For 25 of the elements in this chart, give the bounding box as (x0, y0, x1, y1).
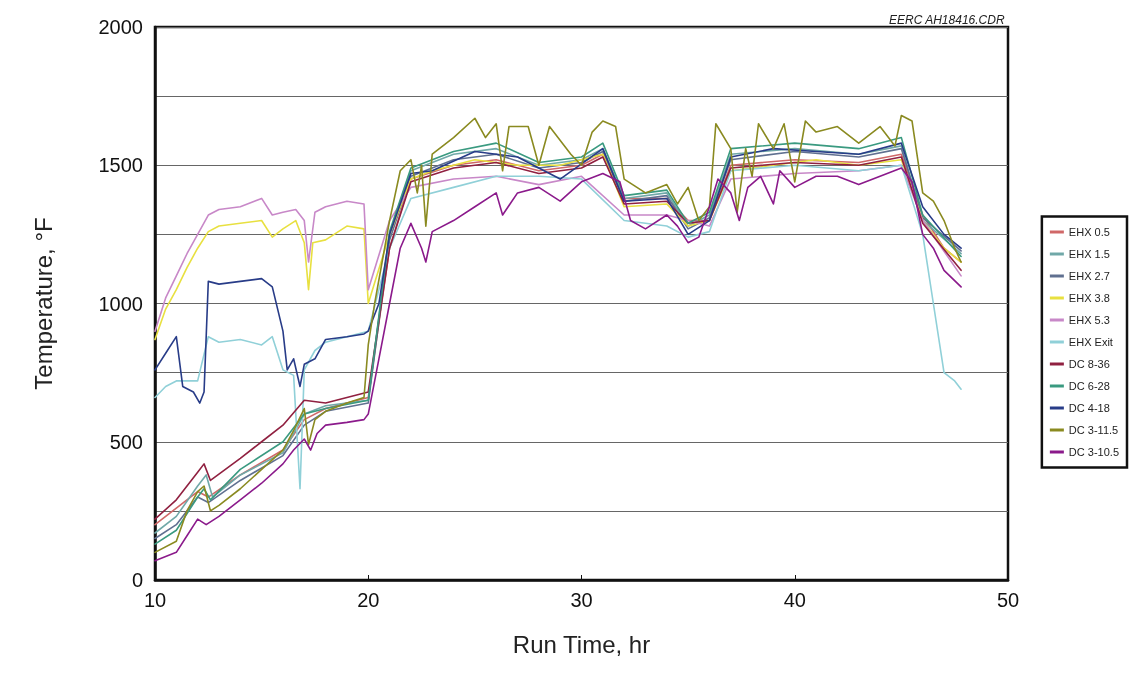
legend-label: EHX 0.5 (1068, 226, 1110, 238)
y-tick-label: 0 (131, 569, 143, 591)
y-tick-label: 1500 (98, 154, 143, 177)
legend-label: EHX 5.3 (1068, 314, 1110, 326)
text: EERC AH18416.CDR (888, 13, 1005, 27)
legend-label: DC 8-36 (1068, 358, 1110, 370)
legend-label: DC 6-28 (1068, 380, 1110, 392)
legend-label: EHX Exit (1068, 336, 1113, 348)
legend-label: EHX 2.7 (1068, 270, 1110, 282)
x-tick-label: 30 (570, 589, 593, 611)
x-axis-title: Run Time, hr (512, 630, 651, 658)
legend-label: EHX 3.8 (1068, 292, 1110, 304)
x-tick-label: 40 (783, 589, 806, 611)
y-tick-label: 2000 (98, 16, 143, 38)
legend-label: DC 4-18 (1068, 402, 1110, 414)
line-series (154, 142, 962, 404)
y-axis-title: Temperature, °F (29, 217, 57, 390)
legend-label: EHX 1.5 (1068, 248, 1110, 260)
legend-label: DC 3-10.5 (1068, 446, 1120, 458)
x-tick-label: 20 (357, 589, 380, 611)
x-tick-label: 50 (996, 589, 1020, 611)
legend-label: DC 3-11.5 (1068, 424, 1119, 436)
y-tick-label: 500 (109, 430, 143, 453)
y-tick-label: 1000 (98, 292, 143, 315)
x-tick-label: 10 (143, 589, 167, 611)
